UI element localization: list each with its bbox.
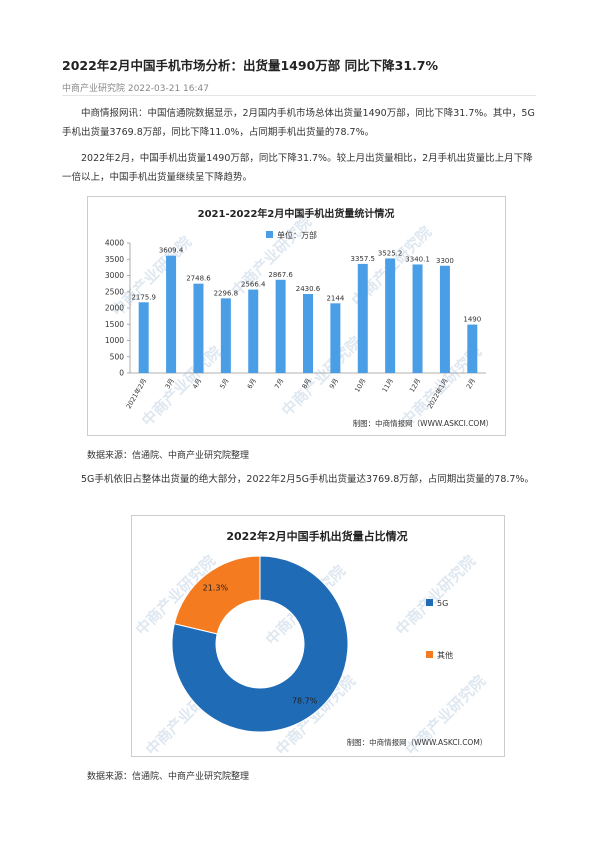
bar-value-label: 2296.8 <box>214 289 239 297</box>
bar <box>439 265 450 373</box>
bar-value-label: 2144 <box>326 294 344 302</box>
x-tick-label: 6月 <box>246 377 258 390</box>
bar-chart-panel: 中商产业研究院中商产业研究院中商产业研究院中商产业研究院中商产业研究院中商产业研… <box>87 196 506 436</box>
legend-swatch <box>266 231 273 238</box>
paragraph-1: 中商情报网讯：中国信通院数据显示，2月国内手机市场总体出货量1490万部，同比下… <box>62 108 535 138</box>
bar <box>166 255 177 373</box>
bar-chart-title: 2021-2022年2月中国手机出货量统计情况 <box>198 207 395 220</box>
x-tick-label: 2021年2月 <box>124 377 149 411</box>
pie-legend-label: 5G <box>437 599 448 608</box>
bar <box>385 258 396 373</box>
x-tick-label: 2月 <box>465 377 477 390</box>
y-tick-label: 4000 <box>105 239 124 248</box>
article-meta: 中商产业研究院 2022-03-21 16:47 <box>62 81 209 94</box>
legend-label: 单位：万部 <box>277 230 317 240</box>
pie-slice-label: 21.3% <box>203 584 229 593</box>
bar-value-label: 1490 <box>463 316 481 324</box>
bar <box>275 279 286 373</box>
bar-value-label: 3340.1 <box>405 255 430 263</box>
bar <box>248 289 259 373</box>
bar <box>357 263 368 373</box>
watermark-text: 中商产业研究院 <box>392 552 479 639</box>
bar <box>193 283 204 373</box>
title-divider <box>62 95 536 96</box>
bar <box>467 324 478 373</box>
x-tick-label: 7月 <box>273 377 285 390</box>
y-tick-label: 500 <box>110 352 125 361</box>
bar-value-label: 2430.6 <box>296 285 321 293</box>
pie-legend-swatch <box>426 651 433 658</box>
pie-chart-credit: 制图：中商情报网（WWW.ASKCI.COM） <box>347 737 488 747</box>
bar-value-label: 3357.5 <box>351 255 376 263</box>
bar <box>330 303 341 373</box>
pie-chart-panel: 中商产业研究院中商产业研究院中商产业研究院中商产业研究院中商产业研究院中商产业研… <box>131 515 505 757</box>
y-tick-label: 2000 <box>105 304 124 313</box>
x-tick-label: 12月 <box>408 377 422 394</box>
bar <box>220 298 231 373</box>
bar <box>303 294 313 373</box>
bar-value-label: 2175.9 <box>131 293 156 301</box>
x-tick-label: 10月 <box>353 377 367 394</box>
pie-chart: 中商产业研究院中商产业研究院中商产业研究院中商产业研究院中商产业研究院中商产业研… <box>132 529 489 756</box>
pie-legend-swatch <box>426 599 433 606</box>
data-source-2: 数据来源：信通院、中商产业研究院整理 <box>87 772 250 782</box>
bar-value-label: 2867.6 <box>268 271 293 279</box>
bar-chart-credit: 制图：中商情报网（WWW.ASKCI.COM） <box>353 418 494 428</box>
y-tick-label: 3000 <box>105 271 124 280</box>
pie-legend-label: 其他 <box>437 650 453 660</box>
x-tick-label: 11月 <box>381 377 395 394</box>
pie-slice <box>171 555 349 733</box>
y-tick-label: 1000 <box>105 336 124 345</box>
data-source-1: 数据来源：信通院、中商产业研究院整理 <box>87 451 250 461</box>
y-tick-label: 3500 <box>105 255 124 264</box>
bar-value-label: 2566.4 <box>241 281 266 289</box>
y-tick-label: 1500 <box>105 320 124 329</box>
article-source[interactable]: 中商产业研究院 <box>62 84 126 94</box>
bar <box>412 264 423 373</box>
bar-value-label: 3609.4 <box>159 247 184 255</box>
bar-chart: 中商产业研究院中商产业研究院中商产业研究院中商产业研究院中商产业研究院中商产业研… <box>105 207 494 430</box>
pie-chart-title: 2022年2月中国手机出货量占比情况 <box>226 529 407 543</box>
pie-slice <box>173 555 261 635</box>
watermark-text: 中商产业研究院 <box>138 343 225 430</box>
article-title: 2022年2月中国手机市场分析：出货量1490万部 同比下降31.7% <box>62 58 438 73</box>
x-tick-label: 5月 <box>218 377 230 390</box>
bar-value-label: 2748.6 <box>186 275 211 283</box>
paragraph-2: 2022年2月，中国手机出货量1490万部，同比下降31.7%。较上月出货量相比… <box>62 153 533 183</box>
watermark-text: 中商产业研究院 <box>278 333 365 420</box>
paragraph-3: 5G手机依旧占整体出货量的绝大部分，2022年2月5G手机出货量达3769.8万… <box>81 474 534 485</box>
bar-value-label: 3300 <box>436 257 454 265</box>
pie-slice-label: 78.7% <box>292 696 318 705</box>
y-tick-label: 2500 <box>105 287 124 296</box>
bar-value-label: 3525.2 <box>378 249 403 257</box>
bar <box>138 302 149 373</box>
article-date: 2022-03-21 16:47 <box>127 84 209 94</box>
y-tick-label: 0 <box>119 369 124 378</box>
